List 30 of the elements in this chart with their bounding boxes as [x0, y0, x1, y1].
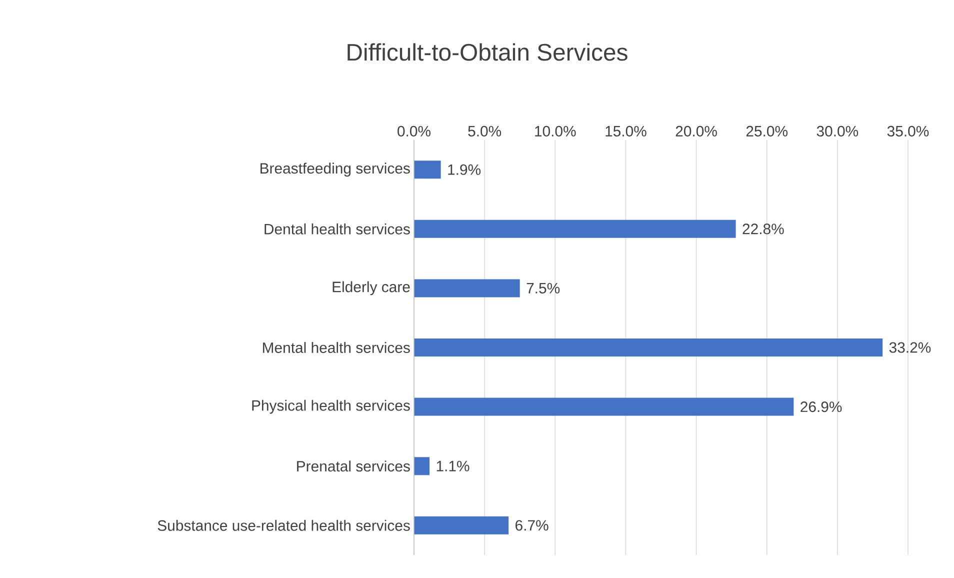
- x-tick-label: 15.0%: [606, 126, 646, 136]
- y-tick-label: Breastfeeding services: [260, 162, 410, 177]
- data-label: 1.9%: [448, 164, 481, 175]
- data-label: 1.1%: [436, 460, 470, 472]
- data-label: 7.5%: [526, 282, 560, 294]
- x-tick-label: 5.0%: [468, 126, 502, 136]
- bar: [414, 338, 883, 357]
- y-tick-label: Prenatal services: [297, 460, 410, 472]
- y-tick-label: Physical health services: [252, 400, 410, 414]
- y-tick-label: Dental health services: [264, 223, 410, 234]
- bar: [414, 160, 441, 179]
- chart-title: Difficult-to-Obtain Services: [348, 43, 628, 61]
- y-tick-label: Substance use-related health services: [158, 520, 410, 531]
- y-tick-label: Elderly care: [332, 281, 410, 296]
- bar: [414, 220, 736, 238]
- y-tick-label: Mental health services: [263, 342, 410, 353]
- data-label: 22.8%: [742, 224, 784, 234]
- x-tick-label: 0.0%: [398, 126, 430, 136]
- data-label: 33.2%: [889, 342, 931, 353]
- data-label: 6.7%: [516, 520, 548, 531]
- x-tick-label: 10.0%: [535, 126, 576, 136]
- bar: [414, 398, 794, 416]
- x-tick-label: 20.0%: [676, 126, 717, 136]
- bar: [414, 516, 509, 534]
- x-tick-label: 30.0%: [816, 126, 858, 136]
- x-tick-label: 25.0%: [746, 126, 788, 136]
- x-tick-label: 35.0%: [887, 126, 929, 136]
- data-label: 26.9%: [800, 401, 842, 412]
- bar: [414, 457, 430, 476]
- bar: [414, 279, 520, 298]
